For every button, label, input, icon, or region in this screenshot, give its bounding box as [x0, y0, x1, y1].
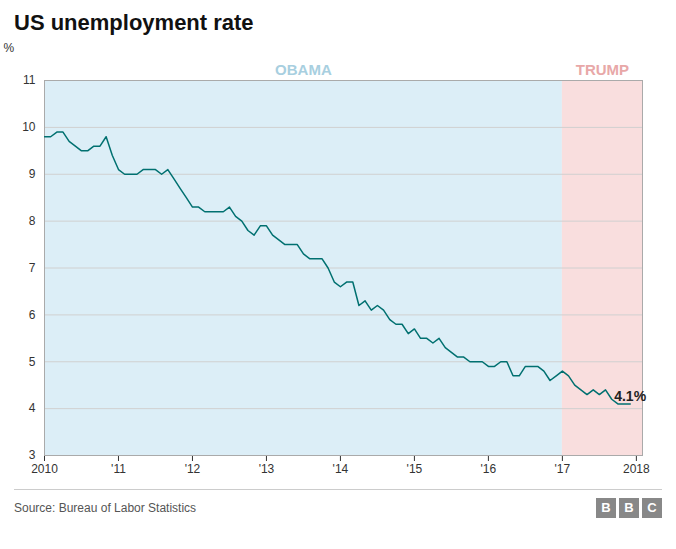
svg-text:8: 8 [29, 214, 36, 228]
svg-text:3: 3 [29, 448, 36, 462]
html-text:B: B [624, 500, 634, 515]
svg-text:5: 5 [29, 355, 36, 369]
svg-text:'17: '17 [555, 462, 571, 476]
html-text:Source: Bureau of Labor Statis: Source: Bureau of Labor Statistics [14, 501, 197, 515]
svg-text:'16: '16 [481, 462, 497, 476]
svg-text:11: 11 [23, 73, 36, 87]
html-text:US unemployment rate: US unemployment rate [14, 10, 254, 35]
svg-text:'13: '13 [259, 462, 275, 476]
svg-text:%: % [4, 41, 15, 55]
svg-text:10: 10 [22, 120, 36, 134]
svg-text:'11: '11 [111, 462, 126, 476]
html-text:C: C [647, 500, 657, 515]
html-text:B: B [601, 500, 611, 515]
svg-text:4.1%: 4.1% [614, 388, 646, 404]
svg-text:2010: 2010 [31, 462, 58, 476]
svg-text:2018: 2018 [623, 462, 650, 476]
svg-text:9: 9 [29, 167, 36, 181]
svg-text:'14: '14 [333, 462, 349, 476]
svg-text:OBAMA: OBAMA [275, 61, 332, 78]
svg-text:'15: '15 [407, 462, 423, 476]
svg-text:6: 6 [29, 308, 36, 322]
svg-text:4: 4 [29, 401, 36, 415]
svg-text:7: 7 [29, 261, 36, 275]
svg-text:'12: '12 [185, 462, 201, 476]
svg-text:TRUMP: TRUMP [576, 61, 629, 78]
